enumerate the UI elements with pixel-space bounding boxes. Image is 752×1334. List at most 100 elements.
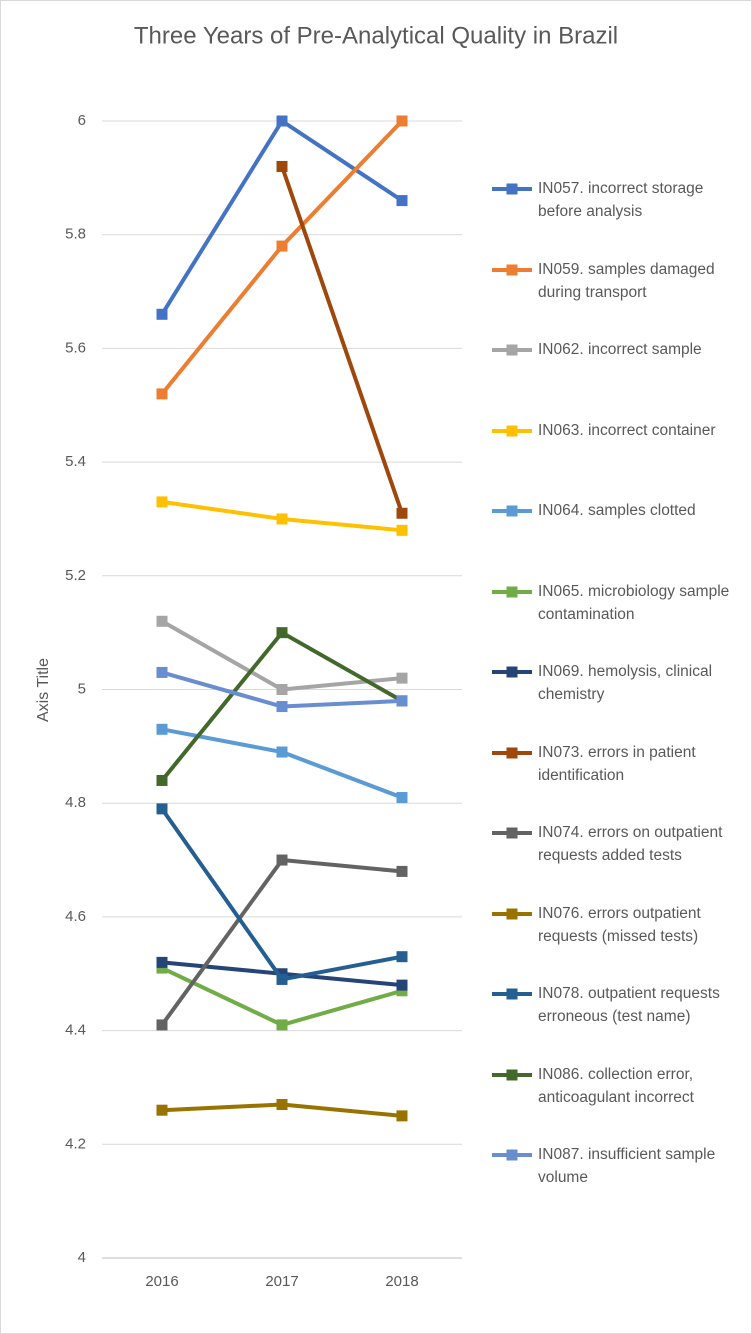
legend-marker [506,908,518,919]
legend-marker [506,344,518,356]
legend-key [492,988,532,1000]
data-point [276,854,288,866]
y-tick-label: 4.4 [65,1022,86,1039]
legend-key [492,344,532,356]
y-tick-label: 4.8 [65,794,86,811]
legend-marker [506,747,518,758]
y-axis-title: Axis Title [35,658,52,722]
data-point [156,774,168,786]
chart-title: Three Years of Pre-Analytical Quality in… [134,22,618,49]
legend-item: IN086. collection error, anticoagulant i… [492,1063,732,1135]
legend-label: IN064. samples clotted [538,502,696,519]
data-point [276,973,288,985]
data-point [156,962,168,974]
legend-item: IN057. incorrect storage before analysis [492,177,732,249]
legend-label: IN059. samples damaged during transport [538,260,715,301]
x-tick-label: 2018 [385,1273,418,1290]
data-point [396,115,408,127]
legend-item: IN076. errors outpatient requests (misse… [492,902,732,974]
data-point [396,195,408,207]
data-point [396,1110,408,1122]
data-point [156,803,168,815]
series-line [280,165,404,514]
legend-marker [506,425,518,436]
data-point [156,1104,168,1116]
data-point [276,160,288,172]
legend-item: IN064. samples clotted [492,499,732,571]
legend-item: IN059. samples damaged during transport [492,258,732,330]
data-point [156,496,168,508]
data-point [276,115,288,127]
legend-label: IN086. collection error, anticoagulant i… [538,1065,694,1106]
legend-label: IN073. errors in patient identification [538,743,696,784]
legend-key [492,747,532,758]
legend-item: IN063. incorrect container [492,419,732,491]
legend-key [492,586,532,597]
legend-key [492,505,532,517]
y-tick-label: 5.2 [65,567,86,584]
data-point [156,723,168,735]
legend-item: IN069. hemolysis, clinical chemistry [492,660,732,732]
data-point [156,956,168,968]
legend-label: IN076. errors outpatient requests (misse… [538,904,701,945]
legend-key [492,666,532,678]
legend-marker [506,666,518,678]
y-tick-label: 6 [78,112,86,129]
data-point [396,951,408,963]
data-point [396,672,408,684]
legend-key [492,183,532,195]
data-point [156,666,168,678]
y-tick-label: 5.4 [65,453,86,470]
data-point [396,979,408,991]
legend-marker [506,1149,518,1161]
data-point [156,388,168,400]
legend-key [492,425,532,436]
y-tick-label: 4.2 [65,1135,86,1152]
legend-marker [506,264,518,275]
legend-label: IN087. insufficient sample volume [538,1146,716,1186]
legend-label: IN063. incorrect container [538,421,716,439]
legend-label: IN065. microbiology sample contamination [538,582,730,623]
data-point [276,968,288,980]
legend-item: IN065. microbiology sample contamination [492,580,732,652]
legend-marker [506,827,518,839]
legend-key [492,264,532,275]
legend-marker [506,1069,518,1080]
data-point [276,1099,288,1111]
x-tick-label: 2017 [265,1273,298,1290]
legend-marker [506,586,518,597]
data-point [396,985,408,997]
data-point [276,1019,288,1031]
legend-item: IN087. insufficient sample volume [492,1143,732,1215]
data-point [156,308,168,320]
data-point [156,1019,168,1031]
y-tick-label: 5.8 [65,226,86,243]
legend-key [492,1149,532,1161]
legend-marker [506,183,518,195]
legend-key [492,827,532,839]
x-tick-label: 2016 [145,1273,178,1290]
y-tick-label: 5.6 [65,339,86,356]
legend-item: IN074. errors on outpatient requests add… [492,821,732,893]
legend-item: IN062. incorrect sample [492,338,732,410]
data-point [276,746,288,758]
y-tick-label: 4 [78,1249,86,1266]
data-point [276,684,288,695]
legend-key [492,1069,532,1080]
data-point [276,513,288,525]
y-tick-label: 5 [78,680,86,697]
legend-marker [506,988,518,1000]
legend-item: IN078. outpatient requests erroneous (te… [492,982,732,1054]
y-tick-label: 4.6 [65,908,86,925]
data-point [156,615,168,627]
data-point [276,240,288,252]
legend-label: IN074. errors on outpatient requests add… [538,824,723,864]
data-point [276,701,288,713]
legend-marker [506,505,518,517]
data-point [396,507,408,519]
legend-label: IN062. incorrect sample [538,341,702,358]
legend-item: IN073. errors in patient identification [492,741,732,813]
